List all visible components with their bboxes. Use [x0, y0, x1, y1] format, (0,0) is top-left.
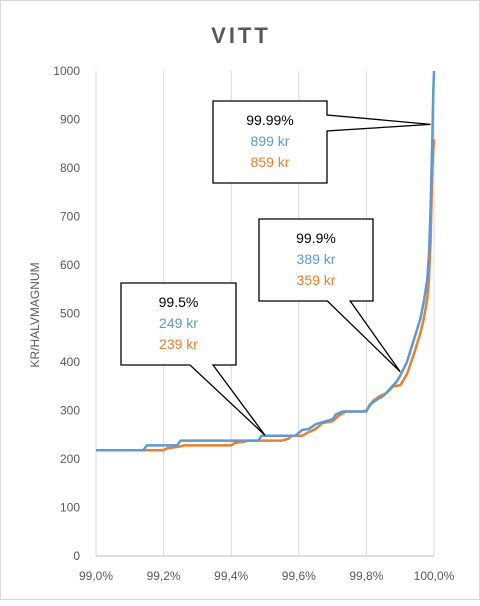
callouts: 99.5% 249 kr 239 kr 99.9% 389 kr 359 kr 99.99%… [120, 100, 431, 436]
callout-box [212, 100, 431, 184]
callout-blue-value: 249 kr [159, 315, 198, 331]
y-tick-label: 500 [60, 307, 80, 321]
callout-orange-value: 359 kr [297, 272, 336, 288]
y-tick-label: 400 [60, 355, 80, 369]
callout-blue-value: 389 kr [297, 251, 336, 267]
callout-box [258, 218, 401, 373]
series-lines [96, 70, 436, 452]
callout: 99.99% 899 kr 859 kr [212, 100, 431, 184]
callout-percentile: 99.99% [246, 112, 293, 128]
y-tick-label: 100 [60, 501, 80, 515]
y-tick-label: 600 [60, 258, 80, 272]
callout-orange-value: 239 kr [159, 336, 198, 352]
y-tick-label: 800 [60, 161, 80, 175]
x-tick-label: 99,8% [349, 569, 383, 583]
y-tick-label: 0 [73, 549, 80, 563]
callout-box [120, 282, 266, 436]
y-axis-ticks: 0 100 200 300 400 500 600 700 800 900 1000 [53, 64, 80, 563]
callout: 99.9% 389 kr 359 kr [258, 218, 401, 373]
series-line-blue [96, 70, 436, 452]
y-tick-label: 200 [60, 452, 80, 466]
x-axis-ticks: 99,0% 99,2% 99,4% 99,6% 99,8% 100,0% [79, 569, 455, 583]
x-tick-label: 99,6% [282, 569, 316, 583]
y-tick-label: 900 [60, 113, 80, 127]
callout: 99.5% 249 kr 239 kr [120, 282, 266, 436]
y-axis-label: KR/HALVMAGNUM [28, 262, 42, 367]
x-tick-label: 99,4% [214, 569, 248, 583]
y-tick-label: 300 [60, 404, 80, 418]
x-tick-label: 100,0% [414, 569, 455, 583]
chart-title: VITT [211, 23, 271, 48]
x-tick-label: 99,2% [147, 569, 181, 583]
y-tick-label: 1000 [53, 64, 80, 78]
y-tick-label: 700 [60, 210, 80, 224]
series-line-orange [96, 139, 436, 452]
callout-percentile: 99.9% [296, 230, 336, 246]
callout-blue-value: 899 kr [251, 133, 290, 149]
callout-orange-value: 859 kr [251, 154, 290, 170]
x-tick-label: 99,0% [79, 569, 113, 583]
callout-percentile: 99.5% [159, 294, 199, 310]
